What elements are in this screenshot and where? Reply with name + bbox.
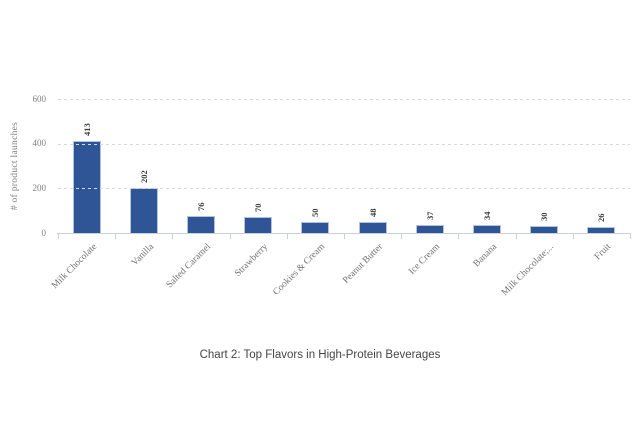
bar [187,216,215,233]
bar-value-label: 413 [81,123,92,136]
y-tick-label: 400 [32,138,47,149]
x-tick [229,233,231,239]
bar [358,222,387,233]
x-tick [58,233,59,239]
bar-slot [230,99,287,233]
bar-slot [516,99,573,233]
bar-value-label: 30 [539,212,550,222]
x-category-label: Salted Caramel [164,242,214,291]
bar [415,224,444,233]
bar-slot [287,99,344,233]
y-axis-title: # of product launches [10,121,20,211]
chart-title: Chart 2: Top Flavors in High-Protein Bev… [199,349,441,361]
x-tick [286,233,288,239]
plot-area [58,99,630,233]
bar [129,187,158,233]
bar-slot [58,99,115,233]
x-category-label: Strawberry [233,242,271,279]
bar-slot [344,99,401,233]
bar-value-label: 202 [138,170,149,183]
x-category-label: Milk Chocolate;... [500,242,557,298]
x-category-label: Peanut Butter [340,242,385,286]
x-tick [515,233,517,239]
x-category-label: Ice Cream [407,242,442,277]
bar-value-label: 48 [367,208,378,218]
y-tick-label: 200 [32,182,47,193]
bar [530,226,559,233]
x-tick [401,233,403,239]
gridline [58,99,630,100]
y-tick-label: 0 [41,227,47,238]
bar-slot [401,99,458,233]
x-tick [172,233,174,239]
x-category-label: Milk Chocolate [49,242,99,292]
bar [473,225,502,233]
x-tick [572,233,574,239]
x-category-label: Banana [471,242,500,270]
bar-slot [172,99,229,233]
bar-value-label: 34 [482,211,492,221]
bar [587,227,616,233]
gridline [58,188,630,190]
x-tick [344,233,345,239]
bar [72,140,101,233]
bar-value-label: 76 [196,202,206,212]
bar-value-label: 50 [310,208,321,217]
bar-slot [115,99,172,233]
gridline [58,143,630,145]
bar-value-label: 37 [424,211,435,220]
x-category-label: Vanilla [129,242,156,269]
bar-slot [458,99,515,233]
x-category-label: Fruit [593,242,614,263]
bar-value-label: 26 [596,213,607,223]
x-tick [458,233,460,239]
y-tick-label: 600 [32,93,47,104]
bar-slot [573,99,630,233]
bar [244,217,273,233]
bar-value-label: 70 [253,203,264,213]
x-tick [630,233,631,239]
x-tick [115,233,117,239]
bar [301,221,330,233]
x-category-label: Cookies & Cream [271,242,328,298]
